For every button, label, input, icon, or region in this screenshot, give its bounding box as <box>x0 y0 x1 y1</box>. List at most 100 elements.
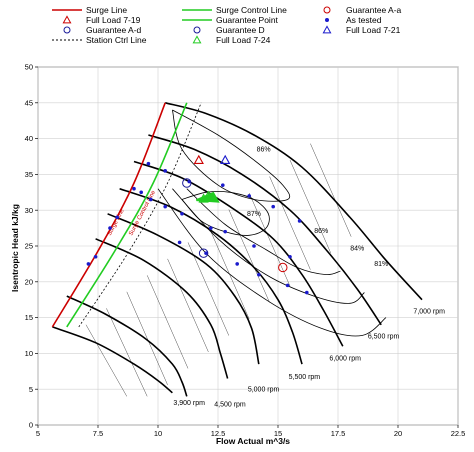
iso-line <box>187 242 229 336</box>
y-tick-label: 5 <box>29 385 33 394</box>
data-markers <box>86 154 309 295</box>
x-tick-label: 20 <box>394 429 402 438</box>
y-tick-label: 15 <box>25 313 33 322</box>
tested-point <box>285 283 290 288</box>
x-axis-ticks: 5 7.5 10 12.5 15 17.5 20 22.5 <box>36 425 465 438</box>
y-tick-label: 25 <box>25 242 33 251</box>
guarantee-point-region <box>196 191 220 203</box>
legend-swatch <box>322 25 332 34</box>
legend-swatch <box>193 26 201 34</box>
tested-point <box>180 211 184 216</box>
legend-label: Full Load 7-19 <box>86 15 141 25</box>
legend-label: As tested <box>346 15 382 25</box>
tested-point <box>221 183 225 187</box>
iso-line <box>85 324 127 397</box>
x-tick-label: 15 <box>274 429 282 438</box>
speed-label: 3,900 rpm <box>173 400 205 407</box>
tested-point <box>115 215 119 220</box>
efficiency-contour <box>186 188 341 276</box>
efficiency-label: 81% <box>374 261 388 268</box>
legend-label: Guarantee Point <box>216 15 279 25</box>
guarantee-point <box>278 262 288 273</box>
iso-line <box>208 225 250 320</box>
speed-label: 6,500 rpm <box>368 333 400 340</box>
iso-line <box>126 291 168 385</box>
tested-point <box>146 161 151 166</box>
efficiency-label: 87% <box>247 211 261 218</box>
y-tick-label: 40 <box>25 134 33 143</box>
tested-point <box>252 244 256 248</box>
legend-swatch <box>325 18 329 22</box>
legend-label: Guarantee D <box>216 25 265 35</box>
legend-swatch <box>192 35 202 44</box>
x-tick-label: 10 <box>154 429 162 438</box>
x-tick-label: 7.5 <box>93 429 103 438</box>
legend-swatch <box>63 26 71 34</box>
tested-point <box>235 262 239 266</box>
legend: Surge Line Surge Control Line Guarantee A-… <box>52 5 402 45</box>
x-tick-label: 12.5 <box>211 429 226 438</box>
grid <box>37 66 459 426</box>
y-axis-ticks: 0 5 10 15 20 25 30 35 40 45 50 <box>25 63 38 430</box>
efficiency-label: 84% <box>350 245 364 252</box>
speed-label: 5,500 rpm <box>289 374 321 381</box>
tested-point <box>108 226 112 230</box>
tested-point <box>177 240 182 245</box>
speed-label: 6,000 rpm <box>329 356 361 363</box>
tested-point <box>257 272 261 277</box>
tested-point <box>204 251 208 255</box>
iso-line <box>147 275 189 369</box>
tested-point <box>288 254 292 259</box>
tested-point <box>86 262 91 266</box>
speed-label: 7,000 rpm <box>413 308 445 315</box>
legend-swatch <box>62 15 72 24</box>
iso-line <box>310 143 352 237</box>
tested-point <box>297 219 302 223</box>
x-tick-label: 5 <box>36 429 40 438</box>
tested-point <box>305 290 309 295</box>
y-axis-title: Isentropic Head kJ/kg <box>10 204 20 292</box>
legend-label: Guarantee A-a <box>346 5 402 15</box>
full-load-point <box>193 154 204 164</box>
tested-point <box>139 190 143 195</box>
tested-point <box>163 204 167 209</box>
tested-point <box>209 226 213 230</box>
tested-point <box>93 254 98 259</box>
y-tick-label: 20 <box>25 277 33 286</box>
legend-swatch <box>323 6 331 14</box>
iso-line <box>289 160 331 254</box>
efficiency-contour <box>181 191 270 236</box>
speed-line <box>107 213 260 365</box>
legend-label: Surge Control Line <box>216 5 287 15</box>
speed-label: 4,500 rpm <box>214 401 246 408</box>
guarantee-point <box>182 178 192 188</box>
speed-line <box>133 160 344 347</box>
iso-line <box>106 308 148 397</box>
y-tick-label: 10 <box>25 349 33 358</box>
y-tick-label: 30 <box>25 206 33 215</box>
efficiency-label: 86% <box>257 146 271 153</box>
tested-point <box>223 229 227 234</box>
y-tick-label: 0 <box>29 421 33 430</box>
iso-line <box>269 176 311 270</box>
guarantee-point <box>198 248 209 258</box>
tested-point <box>163 169 167 173</box>
tested-point <box>149 197 153 202</box>
tested-point <box>132 186 136 191</box>
y-tick-label: 35 <box>25 170 33 179</box>
speed-line <box>52 326 173 394</box>
surge-control-line <box>66 102 188 328</box>
speed-line <box>119 187 303 365</box>
speed-line <box>95 238 229 379</box>
y-tick-label: 45 <box>25 98 33 107</box>
legend-label: Surge Line <box>86 5 127 15</box>
tested-point <box>247 194 251 198</box>
legend-label: Station Ctrl Line <box>86 35 147 45</box>
legend-label: Guarantee A-d <box>86 25 142 35</box>
full-load-point <box>220 154 231 164</box>
efficiency-contour <box>157 188 387 337</box>
efficiency-contour <box>172 109 291 202</box>
x-tick-label: 17.5 <box>331 429 346 438</box>
iso-line <box>228 209 270 303</box>
